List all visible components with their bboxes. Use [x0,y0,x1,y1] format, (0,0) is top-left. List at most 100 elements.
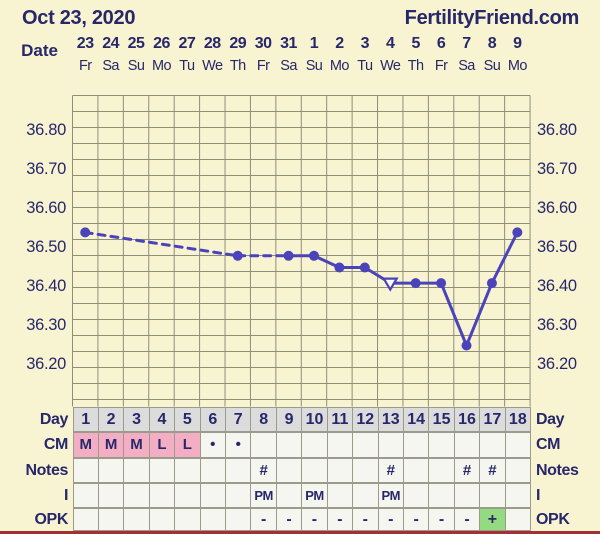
cm-cell-12 [352,431,379,458]
weekday-tick: Sa [102,58,119,74]
weekday-tick: Su [305,58,323,74]
weekday-tick: Mo [507,58,528,74]
temp-point [80,227,91,238]
temp-axis-label-right: 36.70 [537,160,577,178]
temp-axis-label-right: 36.20 [537,355,577,373]
temp-axis-label-left: 36.50 [26,238,66,256]
date-tick: 3 [360,35,370,52]
weekday-tick: We [380,58,401,74]
date-tick: 24 [102,35,120,52]
day-cell-9: 9 [275,406,303,432]
opk-cell-10: - [301,508,328,531]
cm-cell-8 [250,431,277,458]
temp-line-segment [490,230,519,285]
date-tick: 29 [229,35,247,52]
row-label-cm-right: CM [536,435,561,453]
bottom-red-divider [0,531,600,534]
date-tick: 23 [76,35,94,52]
cm-cell-6: • [199,431,226,458]
weekday-tick: Tu [179,58,195,74]
date-tick: 9 [513,35,522,52]
row-label-cm-left: CM [43,435,68,453]
opk-cell-1 [72,508,99,531]
notes-cell-16: # [453,457,481,483]
cm-cell-7: • [225,431,252,458]
cm-cell-5: L [174,431,201,458]
date-tick: 31 [280,35,297,52]
temp-axis-label-right: 36.60 [537,199,577,217]
date-tick: 28 [203,35,221,52]
row-label-opk-right: OPK [536,511,570,528]
notes-cell-11 [326,457,354,483]
temp-point [410,278,421,289]
day-cell-14: 14 [402,406,430,432]
i-cell-16 [453,483,481,508]
weekday-tick: Th [407,58,424,74]
weekday-tick: Th [229,58,246,74]
day-cell-4: 4 [148,406,176,432]
cm-cell-16 [453,431,481,458]
day-cell-1: 1 [72,406,99,432]
notes-cell-8: # [250,457,277,483]
day-cell-6: 6 [199,406,226,432]
i-cell-15 [428,483,455,508]
notes-cell-9 [275,457,303,483]
row-label-i-left: I [63,487,68,504]
i-cell-9 [275,483,303,508]
opk-cell-9: - [275,508,303,531]
notes-cell-14 [402,457,430,483]
temp-line-segment [465,281,494,347]
temp-axis-label-right: 36.80 [537,121,577,139]
i-cell-12 [352,483,379,508]
row-label-i-right: I [536,487,541,504]
opk-cell-7 [225,508,252,531]
weekday-tick: We [202,58,223,74]
notes-cell-12 [352,457,379,483]
day-cell-5: 5 [174,406,201,432]
weekday-tick: Su [127,58,145,74]
row-label-notes-left: Notes [25,461,69,479]
cm-cell-3: M [123,431,150,458]
day-cell-8: 8 [250,406,277,432]
day-cell-13: 13 [377,406,404,432]
cm-cell-11 [326,431,354,458]
temp-point [359,262,370,273]
row-label-day-right: Day [536,410,565,428]
date-tick: 1 [309,35,319,52]
temp-axis-label-left: 36.30 [26,316,66,334]
temp-axis-label-right: 36.40 [537,277,577,295]
row-label-opk-left: OPK [34,511,69,528]
cm-cell-18 [504,431,532,458]
i-cell-5 [174,483,201,508]
i-cell-18 [504,483,532,508]
day-cell-7: 7 [225,406,252,432]
temp-axis-label-left: 36.40 [26,277,66,295]
day-cell-11: 11 [326,406,354,432]
i-cell-7 [225,483,252,508]
day-cell-17: 17 [479,406,506,432]
temp-axis-label-left: 36.20 [26,355,66,373]
cm-cell-17 [479,431,506,458]
i-cell-14 [402,483,430,508]
date-tick: 4 [386,35,395,52]
cm-cell-13 [377,431,404,458]
temp-point [486,278,497,289]
temp-point [512,227,523,238]
weekday-tick: Fr [256,58,270,74]
notes-cell-3 [123,457,150,483]
date-axis-label: Date [21,41,58,60]
temp-axis-label-left: 36.60 [26,199,66,217]
temp-axis-label-left: 36.70 [26,160,66,178]
cm-cell-1: M [72,431,99,458]
temp-point [283,250,294,261]
cm-cell-9 [275,431,303,458]
weekday-tick: Tu [357,58,373,74]
temp-line-segment [83,230,240,258]
temp-point [334,262,345,273]
date-tick: 26 [153,35,170,52]
temp-line-segment [439,281,469,347]
chart-date-title: Oct 23, 2020 [22,7,136,29]
opk-cell-18 [504,508,532,531]
opk-cell-13: - [377,508,404,531]
